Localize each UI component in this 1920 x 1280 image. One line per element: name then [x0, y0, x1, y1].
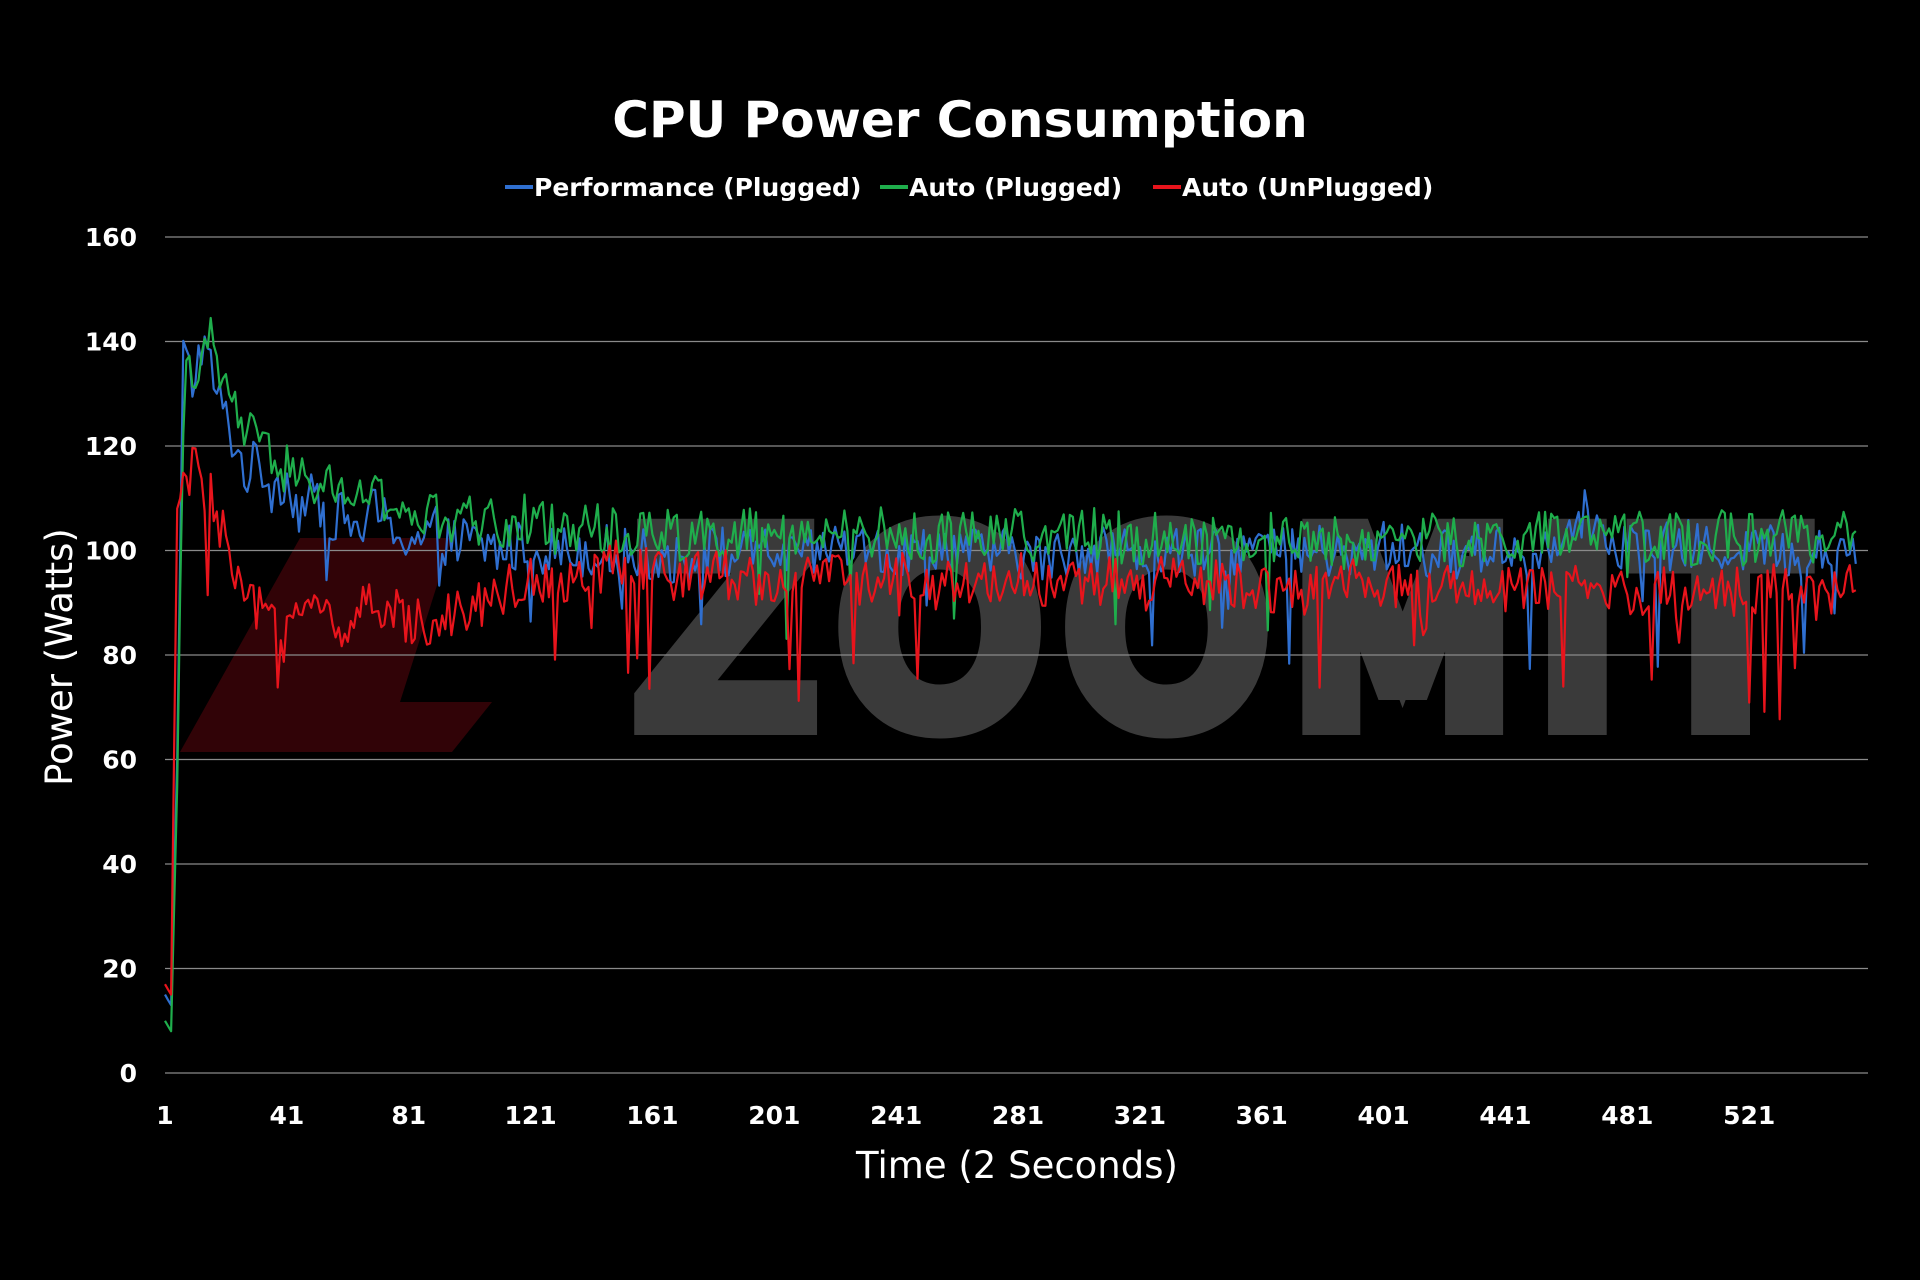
x-tick-label: 521 [1723, 1101, 1775, 1130]
legend-label-1: Performance (Plugged) [534, 173, 861, 202]
legend-label-3: Auto (UnPlugged) [1182, 173, 1433, 202]
x-tick-label: 1 [156, 1101, 173, 1130]
x-tick-label: 241 [870, 1101, 922, 1130]
series-line-2 [164, 316, 1857, 1033]
y-tick-label: 20 [102, 955, 137, 984]
series-line-1 [164, 335, 1857, 1007]
y-axis-title: Power (Watts) [38, 528, 81, 786]
x-tick-label: 161 [626, 1101, 678, 1130]
y-tick-label: 120 [85, 432, 137, 461]
gridlines [165, 236, 1868, 1074]
x-tick-label: 321 [1114, 1101, 1166, 1130]
x-tick-label: 201 [748, 1101, 800, 1130]
series-line-3 [164, 446, 1857, 996]
watermark-logo-shape [180, 538, 492, 752]
y-tick-label: 160 [85, 223, 137, 252]
x-tick-labels: 1 41 81 121 161 201 241 281 321 361 401 441 481 521 [156, 1101, 1775, 1130]
y-tick-label: 60 [102, 746, 137, 775]
y-tick-label: 40 [102, 850, 137, 879]
x-tick-label: 401 [1358, 1101, 1410, 1130]
legend-label-2: Auto (Plugged) [909, 173, 1122, 202]
legend: Performance (Plugged) Auto (Plugged) Auto … [505, 173, 1433, 202]
x-tick-label: 121 [504, 1101, 556, 1130]
x-tick-label: 481 [1601, 1101, 1653, 1130]
x-tick-label: 441 [1479, 1101, 1531, 1130]
y-tick-label: 80 [102, 641, 137, 670]
y-tick-label: 100 [85, 537, 137, 566]
series-lines [164, 316, 1857, 1033]
x-tick-label: 81 [391, 1101, 426, 1130]
x-tick-label: 281 [992, 1101, 1044, 1130]
x-tick-label: 41 [269, 1101, 304, 1130]
x-tick-label: 361 [1236, 1101, 1288, 1130]
y-tick-label: 0 [120, 1059, 137, 1088]
chart-title: CPU Power Consumption [612, 91, 1307, 149]
y-tick-labels: 0 20 40 60 80 100 120 140 160 [85, 223, 137, 1088]
x-axis-title: Time (2 Seconds) [855, 1144, 1178, 1187]
y-tick-label: 140 [85, 328, 137, 357]
